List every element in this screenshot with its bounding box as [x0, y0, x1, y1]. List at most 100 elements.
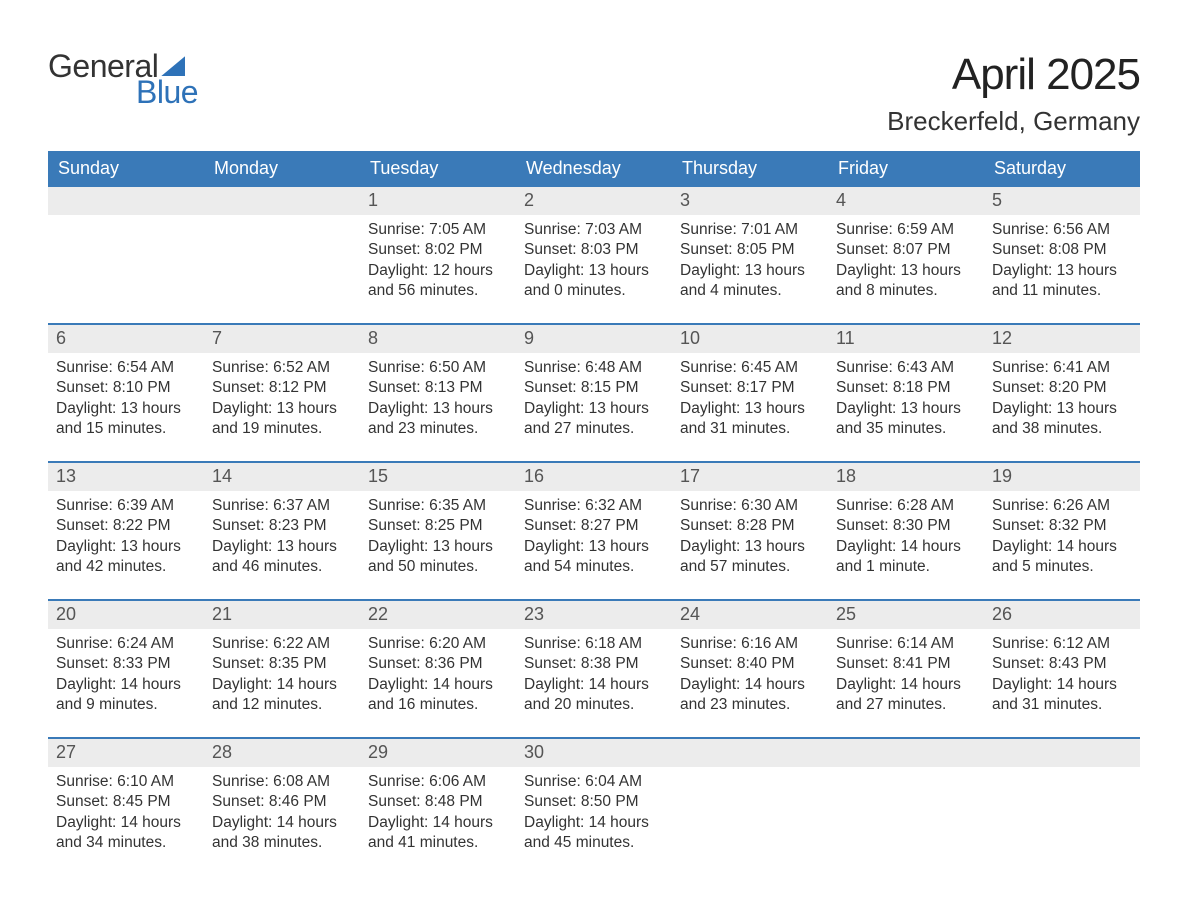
weekday-header: Saturday — [984, 151, 1140, 187]
month-title: April 2025 — [887, 50, 1140, 100]
day-number: 8 — [360, 325, 516, 353]
sunset-line: Sunset: 8:05 PM — [680, 240, 820, 260]
day-body: Sunrise: 6:08 AMSunset: 8:46 PMDaylight:… — [204, 767, 360, 875]
day-cell: 20Sunrise: 6:24 AMSunset: 8:33 PMDayligh… — [48, 601, 204, 737]
sunset-line: Sunset: 8:15 PM — [524, 378, 664, 398]
weekday-header: Sunday — [48, 151, 204, 187]
sunrise-line: Sunrise: 6:04 AM — [524, 772, 664, 792]
sunrise-line: Sunrise: 6:52 AM — [212, 358, 352, 378]
day-cell: 7Sunrise: 6:52 AMSunset: 8:12 PMDaylight… — [204, 325, 360, 461]
daylight-line: Daylight: 13 hours and 42 minutes. — [56, 537, 196, 578]
sunset-line: Sunset: 8:46 PM — [212, 792, 352, 812]
logo-word-blue: Blue — [136, 76, 198, 108]
sunrise-line: Sunrise: 6:18 AM — [524, 634, 664, 654]
daylight-line: Daylight: 14 hours and 9 minutes. — [56, 675, 196, 716]
sunset-line: Sunset: 8:18 PM — [836, 378, 976, 398]
daylight-line: Daylight: 14 hours and 38 minutes. — [212, 813, 352, 854]
day-number: 29 — [360, 739, 516, 767]
day-number: 17 — [672, 463, 828, 491]
sunset-line: Sunset: 8:40 PM — [680, 654, 820, 674]
day-body: Sunrise: 6:22 AMSunset: 8:35 PMDaylight:… — [204, 629, 360, 737]
sunrise-line: Sunrise: 6:50 AM — [368, 358, 508, 378]
sunset-line: Sunset: 8:35 PM — [212, 654, 352, 674]
sunset-line: Sunset: 8:13 PM — [368, 378, 508, 398]
sunset-line: Sunset: 8:33 PM — [56, 654, 196, 674]
day-body: Sunrise: 6:35 AMSunset: 8:25 PMDaylight:… — [360, 491, 516, 599]
daylight-line: Daylight: 13 hours and 19 minutes. — [212, 399, 352, 440]
day-body: Sunrise: 6:32 AMSunset: 8:27 PMDaylight:… — [516, 491, 672, 599]
daylight-line: Daylight: 14 hours and 20 minutes. — [524, 675, 664, 716]
daylight-line: Daylight: 14 hours and 31 minutes. — [992, 675, 1132, 716]
sunset-line: Sunset: 8:25 PM — [368, 516, 508, 536]
day-cell-empty — [48, 187, 204, 323]
sunset-line: Sunset: 8:20 PM — [992, 378, 1132, 398]
day-cell: 16Sunrise: 6:32 AMSunset: 8:27 PMDayligh… — [516, 463, 672, 599]
daylight-line: Daylight: 13 hours and 23 minutes. — [368, 399, 508, 440]
sunrise-line: Sunrise: 6:20 AM — [368, 634, 508, 654]
sunset-line: Sunset: 8:27 PM — [524, 516, 664, 536]
daylight-line: Daylight: 13 hours and 31 minutes. — [680, 399, 820, 440]
day-cell: 8 Sunrise: 6:50 AMSunset: 8:13 PMDaylight… — [360, 325, 516, 461]
day-cell: 6Sunrise: 6:54 AMSunset: 8:10 PMDaylight… — [48, 325, 204, 461]
day-cell: 1Sunrise: 7:05 AMSunset: 8:02 PMDaylight… — [360, 187, 516, 323]
day-cell: 29Sunrise: 6:06 AMSunset: 8:48 PMDayligh… — [360, 739, 516, 875]
day-cell: 24Sunrise: 6:16 AMSunset: 8:40 PMDayligh… — [672, 601, 828, 737]
day-cell: 27Sunrise: 6:10 AMSunset: 8:45 PMDayligh… — [48, 739, 204, 875]
day-body — [672, 767, 828, 875]
day-number: 11 — [828, 325, 984, 353]
day-body: Sunrise: 6:52 AMSunset: 8:12 PMDaylight:… — [204, 353, 360, 461]
daylight-line: Daylight: 13 hours and 57 minutes. — [680, 537, 820, 578]
day-number — [48, 187, 204, 215]
day-cell-empty — [672, 739, 828, 875]
day-body: Sunrise: 7:01 AMSunset: 8:05 PMDaylight:… — [672, 215, 828, 323]
day-cell: 21Sunrise: 6:22 AMSunset: 8:35 PMDayligh… — [204, 601, 360, 737]
sunset-line: Sunset: 8:12 PM — [212, 378, 352, 398]
day-body: Sunrise: 6:10 AMSunset: 8:45 PMDaylight:… — [48, 767, 204, 875]
day-body — [204, 215, 360, 323]
daylight-line: Daylight: 13 hours and 0 minutes. — [524, 261, 664, 302]
page-header: General Blue April 2025 Breckerfeld, Ger… — [48, 50, 1140, 137]
day-body: Sunrise: 6:39 AMSunset: 8:22 PMDaylight:… — [48, 491, 204, 599]
daylight-line: Daylight: 14 hours and 45 minutes. — [524, 813, 664, 854]
sunset-line: Sunset: 8:50 PM — [524, 792, 664, 812]
weekday-header: Tuesday — [360, 151, 516, 187]
day-body: Sunrise: 6:04 AMSunset: 8:50 PMDaylight:… — [516, 767, 672, 875]
sunset-line: Sunset: 8:22 PM — [56, 516, 196, 536]
daylight-line: Daylight: 14 hours and 23 minutes. — [680, 675, 820, 716]
sunrise-line: Sunrise: 6:37 AM — [212, 496, 352, 516]
day-cell: 19Sunrise: 6:26 AMSunset: 8:32 PMDayligh… — [984, 463, 1140, 599]
day-number: 12 — [984, 325, 1140, 353]
daylight-line: Daylight: 13 hours and 11 minutes. — [992, 261, 1132, 302]
day-number: 20 — [48, 601, 204, 629]
sunset-line: Sunset: 8:43 PM — [992, 654, 1132, 674]
daylight-line: Daylight: 14 hours and 27 minutes. — [836, 675, 976, 716]
day-cell: 23Sunrise: 6:18 AMSunset: 8:38 PMDayligh… — [516, 601, 672, 737]
logo: General Blue — [48, 50, 198, 108]
day-number — [204, 187, 360, 215]
weekday-header: Wednesday — [516, 151, 672, 187]
sunset-line: Sunset: 8:32 PM — [992, 516, 1132, 536]
day-number: 6 — [48, 325, 204, 353]
daylight-line: Daylight: 13 hours and 46 minutes. — [212, 537, 352, 578]
day-number: 21 — [204, 601, 360, 629]
weeks-container: 1Sunrise: 7:05 AMSunset: 8:02 PMDaylight… — [48, 187, 1140, 875]
day-number: 18 — [828, 463, 984, 491]
day-number: 19 — [984, 463, 1140, 491]
sunrise-line: Sunrise: 6:43 AM — [836, 358, 976, 378]
weekday-header: Monday — [204, 151, 360, 187]
day-number: 15 — [360, 463, 516, 491]
day-number: 9 — [516, 325, 672, 353]
title-block: April 2025 Breckerfeld, Germany — [887, 50, 1140, 137]
sunset-line: Sunset: 8:10 PM — [56, 378, 196, 398]
day-cell-empty — [828, 739, 984, 875]
day-body: Sunrise: 6:18 AMSunset: 8:38 PMDaylight:… — [516, 629, 672, 737]
sunset-line: Sunset: 8:45 PM — [56, 792, 196, 812]
day-cell: 13Sunrise: 6:39 AMSunset: 8:22 PMDayligh… — [48, 463, 204, 599]
sunrise-line: Sunrise: 6:45 AM — [680, 358, 820, 378]
day-body: Sunrise: 6:41 AMSunset: 8:20 PMDaylight:… — [984, 353, 1140, 461]
daylight-line: Daylight: 13 hours and 35 minutes. — [836, 399, 976, 440]
sunrise-line: Sunrise: 6:06 AM — [368, 772, 508, 792]
sunset-line: Sunset: 8:17 PM — [680, 378, 820, 398]
sunrise-line: Sunrise: 6:30 AM — [680, 496, 820, 516]
day-body: Sunrise: 6:56 AMSunset: 8:08 PMDaylight:… — [984, 215, 1140, 323]
